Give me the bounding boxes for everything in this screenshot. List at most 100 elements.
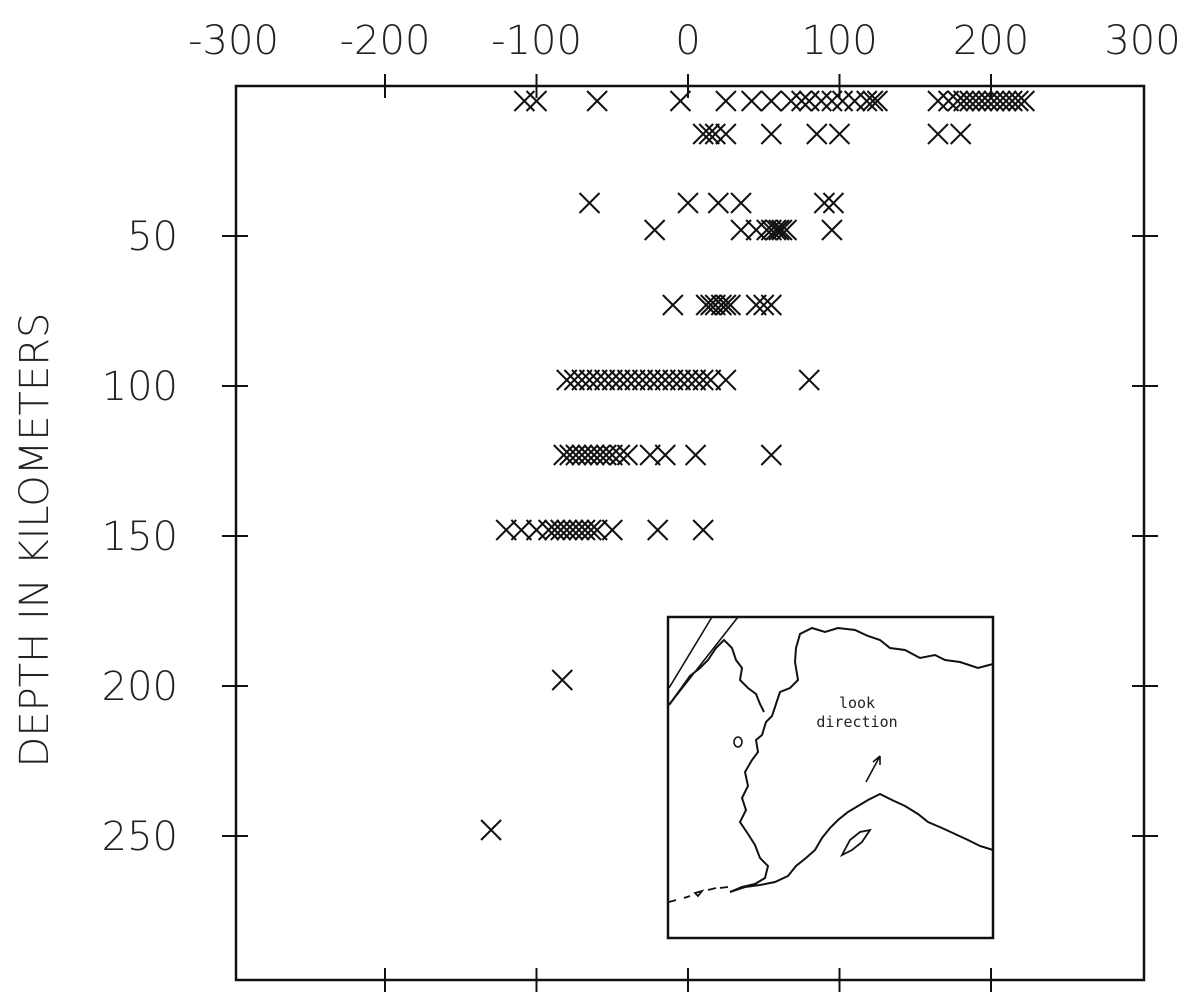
data-point <box>866 90 889 112</box>
data-point <box>695 294 717 316</box>
data-point <box>843 90 866 112</box>
data-point <box>677 369 699 391</box>
data-point <box>631 369 654 391</box>
y-tick-label: 100 <box>102 364 178 410</box>
x-tick-label: -100 <box>491 18 582 64</box>
inset-label-line: direction <box>816 713 897 731</box>
data-point <box>806 123 828 145</box>
data-point <box>624 369 646 391</box>
data-point <box>495 519 517 541</box>
data-point <box>828 123 851 145</box>
data-point <box>715 294 737 316</box>
data-point <box>1013 90 1036 112</box>
data-point <box>790 90 813 112</box>
y-tick-label: 250 <box>102 814 178 860</box>
x-tick-label: -200 <box>340 18 431 64</box>
data-point <box>760 90 783 112</box>
x-tick-label: 200 <box>953 18 1029 64</box>
data-point <box>646 519 669 541</box>
y-tick-label: 50 <box>127 214 178 260</box>
axis-tick-layer <box>222 74 1158 992</box>
data-point <box>571 369 593 391</box>
data-point <box>639 444 661 466</box>
data-point <box>601 519 623 541</box>
data-point <box>551 669 573 691</box>
data-point <box>730 192 752 214</box>
data-point <box>525 90 548 112</box>
y-tick-label: 200 <box>102 664 178 710</box>
data-point <box>813 192 836 214</box>
axis-label-layer: -300 -200 -100 0 100 200 300 50 100 150 200 250 DEPT… <box>12 18 1180 860</box>
data-point <box>700 369 722 391</box>
data-point <box>677 192 699 214</box>
inset-coastline <box>729 626 994 893</box>
data-point <box>760 123 783 145</box>
data-point <box>580 519 602 541</box>
inset-label-line: look <box>839 694 875 712</box>
data-point <box>684 369 707 391</box>
data-point <box>601 369 623 391</box>
data-point <box>586 369 608 391</box>
plot-frame-layer <box>234 84 1146 982</box>
inset-border-line <box>668 616 713 689</box>
data-point <box>927 123 949 145</box>
data-point <box>760 219 783 241</box>
x-tick-label: -300 <box>188 18 279 64</box>
inset-aleutians <box>668 886 729 903</box>
data-point <box>586 90 608 112</box>
data-point <box>745 219 767 241</box>
data-point <box>810 90 833 112</box>
data-point <box>639 369 661 391</box>
inset-map: look direction <box>666 615 995 940</box>
data-point <box>525 519 548 541</box>
x-tick-label: 0 <box>675 18 700 64</box>
y-tick-label: 150 <box>102 514 178 560</box>
data-point <box>684 444 707 466</box>
data-point <box>1007 90 1029 112</box>
data-point <box>669 90 692 112</box>
data-point <box>654 369 676 391</box>
data-point <box>775 219 798 241</box>
data-point <box>513 90 536 112</box>
data-point <box>719 294 742 316</box>
data-point <box>707 192 730 214</box>
data-point <box>856 90 878 112</box>
data-point <box>715 90 737 112</box>
data-point <box>862 90 884 112</box>
data-point <box>578 192 601 214</box>
data-point <box>740 90 763 112</box>
data-point <box>949 123 972 145</box>
data-point <box>821 219 843 241</box>
x-tick-label: 100 <box>801 18 877 64</box>
data-point <box>710 294 733 316</box>
data-point <box>753 294 775 316</box>
data-point <box>616 369 639 391</box>
data-point <box>609 369 631 391</box>
data-point <box>609 444 631 466</box>
data-point <box>563 369 586 391</box>
data-point <box>821 90 843 112</box>
data-point <box>578 369 601 391</box>
data-point <box>593 369 616 391</box>
data-point <box>654 444 676 466</box>
data-point <box>643 219 666 241</box>
inset-island <box>733 736 743 748</box>
look-direction-arrow <box>865 755 881 783</box>
data-point <box>798 369 820 391</box>
data-point <box>556 369 578 391</box>
data-point <box>831 90 854 112</box>
inset-label: look direction <box>816 694 897 731</box>
data-point <box>730 219 752 241</box>
inset-coastline <box>729 792 994 893</box>
data-point-layer <box>480 90 1036 841</box>
data-point <box>780 90 802 112</box>
data-point <box>662 369 684 391</box>
data-point <box>704 123 726 145</box>
data-point <box>715 369 737 391</box>
inset-inlet <box>839 828 872 858</box>
data-point <box>927 90 949 112</box>
data-point <box>669 369 692 391</box>
inset-coastline <box>668 638 765 713</box>
data-point <box>715 123 737 145</box>
